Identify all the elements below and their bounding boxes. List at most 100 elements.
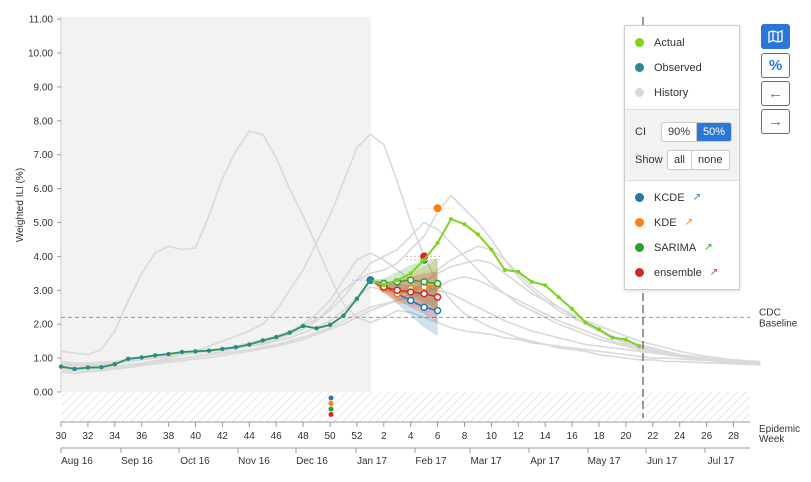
week-tick-label: 24 bbox=[674, 431, 686, 442]
external-link-icon[interactable]: ↗ bbox=[709, 267, 719, 278]
forecast-point bbox=[420, 289, 428, 298]
actual-point bbox=[597, 327, 601, 332]
show-label: Show bbox=[635, 154, 663, 166]
observed-point bbox=[233, 345, 239, 350]
month-tick-label: Nov 16 bbox=[238, 456, 270, 467]
month-tick-label: Sep 16 bbox=[121, 456, 153, 467]
y-tick-label: 3.00 bbox=[34, 286, 54, 297]
legend-model-label: KDE bbox=[654, 216, 677, 229]
external-link-icon[interactable]: ↗ bbox=[692, 192, 701, 203]
month-tick-label: Aug 16 bbox=[61, 456, 93, 467]
next-button[interactable]: → bbox=[761, 109, 790, 134]
forecast-ci-band bbox=[370, 258, 438, 309]
percent-button[interactable]: % bbox=[761, 53, 790, 78]
onset-point bbox=[328, 395, 334, 401]
y-tick-label: 4.00 bbox=[34, 252, 54, 263]
forecast-point bbox=[393, 286, 401, 295]
actual-point bbox=[449, 217, 454, 222]
observed-point bbox=[220, 346, 225, 352]
forecast-point bbox=[433, 293, 442, 301]
legend-panel: Actual Observed History CI 90% 50% Show … bbox=[624, 25, 740, 290]
actual-point bbox=[556, 295, 561, 300]
show-all-button[interactable]: all bbox=[668, 151, 693, 169]
week-tick-label: 48 bbox=[298, 431, 310, 442]
external-link-icon[interactable]: ↗ bbox=[704, 242, 713, 253]
sarima-dot-icon bbox=[635, 243, 644, 252]
week-tick-label: 38 bbox=[163, 431, 175, 442]
week-tick-label: 46 bbox=[271, 431, 283, 442]
legend-observed-label: Observed bbox=[654, 61, 702, 74]
month-tick-label: Mar 17 bbox=[470, 456, 502, 467]
legend-model-ensemble[interactable]: ensemble ↗ bbox=[625, 260, 739, 285]
legend-history[interactable]: History bbox=[625, 80, 739, 105]
external-link-icon[interactable]: ↗ bbox=[684, 217, 694, 228]
observed-point bbox=[58, 364, 64, 369]
week-tick-label: 32 bbox=[82, 431, 94, 442]
legend-model-label: SARIMA bbox=[654, 241, 697, 254]
history-series-line bbox=[60, 130, 761, 364]
week-tick-label: 22 bbox=[647, 431, 659, 442]
week-tick-label: 30 bbox=[55, 431, 67, 442]
observed-point bbox=[193, 349, 198, 354]
observed-point bbox=[354, 296, 360, 301]
map-button[interactable] bbox=[761, 24, 790, 49]
week-tick-label: 52 bbox=[351, 431, 363, 442]
week-tick-label: 34 bbox=[109, 431, 121, 442]
history-shade bbox=[61, 17, 371, 392]
y-tick-label: 10.00 bbox=[28, 49, 53, 60]
observed-point bbox=[99, 365, 104, 370]
x-axis-title: Epidemic bbox=[759, 424, 800, 435]
legend-model-kcde[interactable]: KCDE ↗ bbox=[625, 185, 739, 210]
observed-point bbox=[260, 338, 265, 343]
history-series-line bbox=[60, 221, 761, 366]
actual-point bbox=[529, 279, 534, 284]
month-tick-label: May 17 bbox=[588, 456, 621, 467]
previous-button[interactable]: ← bbox=[761, 81, 790, 106]
actual-point bbox=[422, 257, 427, 262]
forecast-point bbox=[420, 303, 428, 311]
observed-point bbox=[341, 313, 346, 318]
ci-toggle: 90% 50% bbox=[661, 122, 733, 142]
forecast-ci-band bbox=[370, 259, 438, 311]
map-icon bbox=[768, 30, 783, 43]
observed-point bbox=[274, 334, 279, 340]
observed-point bbox=[206, 348, 212, 353]
legend-model-sarima[interactable]: SARIMA ↗ bbox=[625, 235, 739, 260]
x-axis-title: Week bbox=[759, 434, 785, 445]
actual-point bbox=[623, 337, 628, 342]
legend-actual[interactable]: Actual bbox=[625, 30, 739, 55]
legend-observed[interactable]: Observed bbox=[625, 55, 739, 80]
y-tick-label: 0.00 bbox=[34, 388, 54, 399]
month-tick-label: Oct 16 bbox=[180, 456, 210, 467]
month-tick-label: Jul 17 bbox=[708, 456, 735, 467]
month-tick-label: Dec 16 bbox=[296, 456, 328, 467]
observed-point bbox=[72, 366, 77, 372]
observed-point bbox=[139, 355, 144, 360]
actual-dot-icon bbox=[635, 38, 644, 47]
actual-point bbox=[435, 240, 440, 245]
observed-point bbox=[179, 349, 185, 355]
history-dot-icon bbox=[635, 88, 644, 97]
week-tick-label: 8 bbox=[462, 431, 468, 442]
forecast-point bbox=[433, 279, 442, 288]
observed-point bbox=[327, 322, 333, 328]
ci-90-button[interactable]: 90% bbox=[662, 123, 698, 141]
forecast-point bbox=[406, 288, 415, 296]
show-none-button[interactable]: none bbox=[698, 154, 723, 166]
y-tick-label: 2.00 bbox=[34, 320, 54, 331]
y-tick-label: 6.00 bbox=[34, 184, 54, 195]
observed-point bbox=[152, 353, 158, 358]
y-tick-label: 7.00 bbox=[34, 150, 54, 161]
week-tick-label: 10 bbox=[486, 431, 498, 442]
ci-50-button[interactable]: 50% bbox=[697, 123, 732, 141]
onset-point bbox=[328, 406, 334, 412]
week-tick-label: 2 bbox=[381, 431, 387, 442]
legend-model-kde[interactable]: KDE ↗ bbox=[625, 210, 739, 235]
actual-point bbox=[583, 320, 588, 325]
week-tick-label: 42 bbox=[217, 431, 229, 442]
observed-point bbox=[166, 351, 171, 357]
show-toggle: all none bbox=[667, 150, 730, 170]
forecast-point bbox=[406, 296, 415, 305]
observed-point bbox=[247, 342, 252, 347]
